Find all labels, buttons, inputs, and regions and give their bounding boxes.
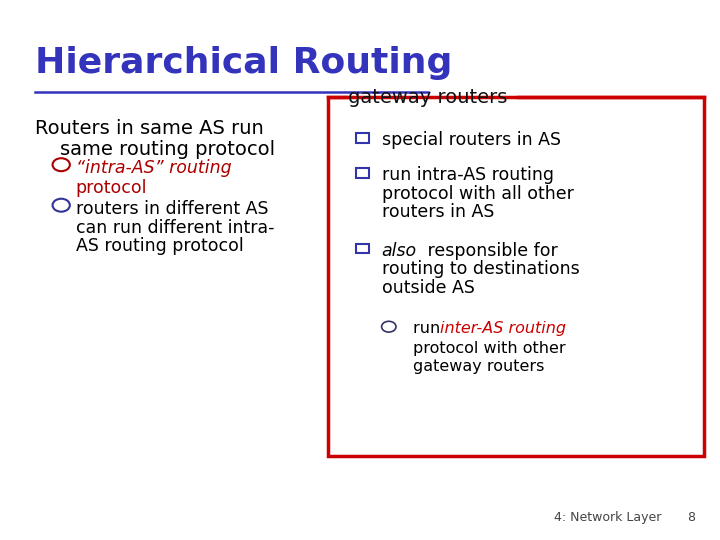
Text: protocol with other: protocol with other [413, 341, 565, 356]
Text: also: also [382, 242, 417, 260]
Text: 8: 8 [688, 511, 696, 524]
Text: special routers in AS: special routers in AS [382, 131, 561, 149]
Text: AS routing protocol: AS routing protocol [76, 237, 243, 254]
Text: routers in AS: routers in AS [382, 203, 494, 221]
Text: routers in different AS: routers in different AS [76, 200, 268, 218]
Text: outside AS: outside AS [382, 279, 474, 296]
Bar [356, 133, 369, 143]
Text: Routers in same AS run: Routers in same AS run [35, 119, 264, 138]
Text: routing to destinations: routing to destinations [382, 260, 580, 278]
Text: responsible for: responsible for [422, 242, 558, 260]
Text: 4: Network Layer: 4: Network Layer [554, 511, 662, 524]
Text: run: run [413, 321, 445, 336]
Bar [356, 244, 369, 253]
Text: inter-AS routing: inter-AS routing [440, 321, 566, 336]
Bar [356, 168, 369, 178]
Text: same routing protocol: same routing protocol [60, 140, 275, 159]
Text: can run different intra-: can run different intra- [76, 219, 274, 237]
Text: protocol with all other: protocol with all other [382, 185, 573, 202]
Text: “intra-AS” routing: “intra-AS” routing [76, 159, 231, 177]
FancyBboxPatch shape [328, 97, 704, 456]
Text: gateway routers: gateway routers [348, 87, 507, 107]
Text: protocol: protocol [76, 179, 147, 197]
Text: run intra-AS routing: run intra-AS routing [382, 166, 554, 184]
Text: Hierarchical Routing: Hierarchical Routing [35, 46, 452, 80]
Text: gateway routers: gateway routers [413, 359, 544, 374]
